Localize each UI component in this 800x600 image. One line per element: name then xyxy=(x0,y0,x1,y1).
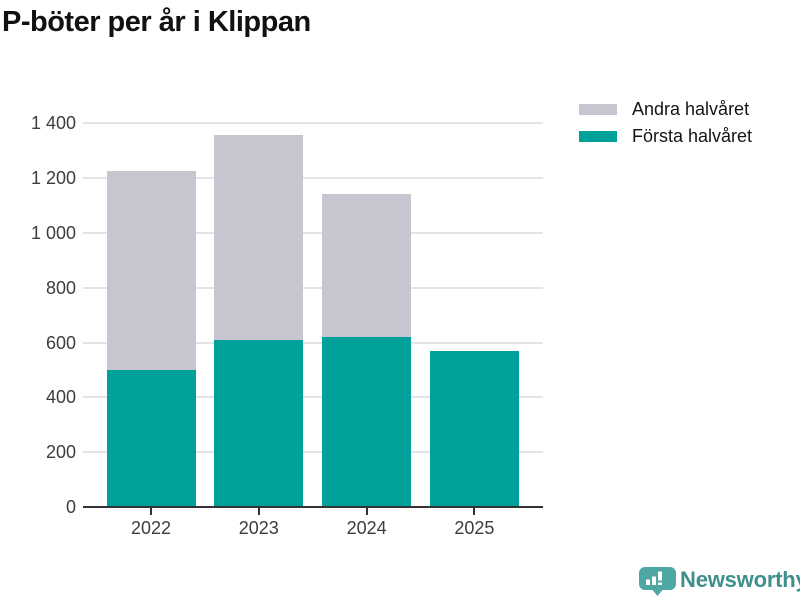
x-axis-label-2022: 2022 xyxy=(130,518,172,538)
legend-swatch-icon xyxy=(579,104,617,115)
legend-item-andra-halv-ret[interactable]: Andra halvåret xyxy=(579,96,752,123)
y-axis-tick-label: 1 200 xyxy=(30,167,76,188)
bar-segment-f-rsta-halv-ret-2022[interactable] xyxy=(106,369,196,508)
y-axis-tick-label: 0 xyxy=(65,497,76,518)
y-axis-tick-label: 200 xyxy=(45,442,76,463)
y-axis-tick-label: 400 xyxy=(45,387,76,408)
x-axis-tick xyxy=(473,508,476,515)
legend: Andra halvåret Första halvåret xyxy=(579,96,752,150)
bar-segment-f-rsta-halv-ret-2023[interactable] xyxy=(214,339,304,508)
y-axis-tick-label: 1 000 xyxy=(30,222,76,243)
x-axis-line xyxy=(83,506,543,509)
bar-segment-andra-halv-ret-2024[interactable] xyxy=(322,194,412,338)
brand-footer[interactable]: Newsworthy xyxy=(639,567,800,596)
brand-name: Newsworthy xyxy=(680,567,800,592)
gridline-600 xyxy=(83,341,543,344)
x-axis-label-2023: 2023 xyxy=(238,518,279,538)
legend-label: Första halvåret xyxy=(632,126,753,146)
gridline-400 xyxy=(83,396,543,399)
x-axis-label-2024: 2024 xyxy=(346,518,387,538)
legend-swatch-icon xyxy=(579,131,617,142)
gridline-200 xyxy=(83,451,543,454)
y-axis-tick-label: 1 400 xyxy=(30,112,76,133)
x-axis-tick xyxy=(257,508,260,515)
bar-segment-f-rsta-halv-ret-2024[interactable] xyxy=(322,337,412,508)
y-axis-tick-label: 600 xyxy=(45,332,76,353)
gridline-800 xyxy=(83,286,543,289)
legend-label: Andra halvåret xyxy=(632,99,750,119)
chart-title: P-böter per år i Klippan xyxy=(2,6,311,38)
x-axis-label-2025: 2025 xyxy=(454,518,495,538)
bar-segment-f-rsta-halv-ret-2025[interactable] xyxy=(429,350,519,508)
gridline-1000 xyxy=(83,231,543,234)
gridline-1200 xyxy=(83,176,543,179)
newsworthy-logo-icon xyxy=(639,567,676,596)
legend-item-f-rsta-halv-ret[interactable]: Första halvåret xyxy=(579,123,752,150)
y-axis-tick-label: 800 xyxy=(45,277,76,298)
gridline-1400 xyxy=(83,121,543,124)
bar-segment-andra-halv-ret-2023[interactable] xyxy=(214,135,304,340)
x-axis-tick xyxy=(365,508,368,515)
x-axis-tick xyxy=(150,508,152,515)
bar-segment-andra-halv-ret-2022[interactable] xyxy=(106,170,196,370)
